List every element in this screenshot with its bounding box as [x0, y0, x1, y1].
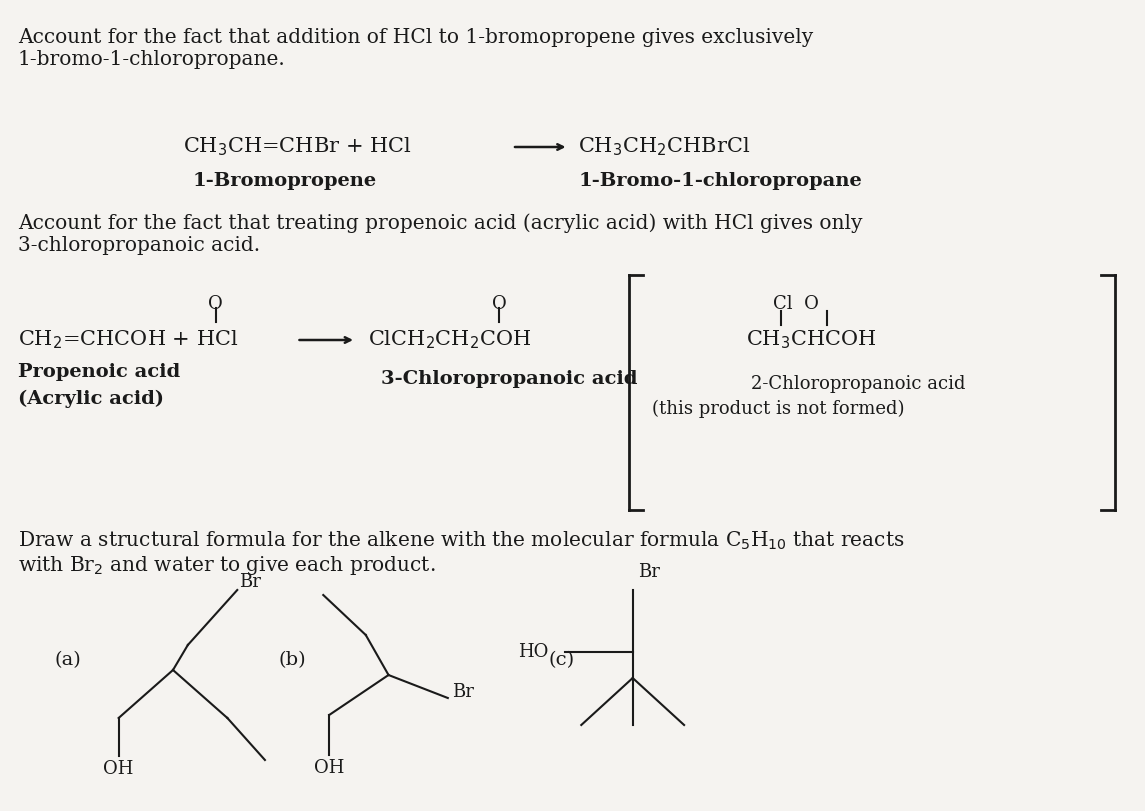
- Text: CH$_3$CH=CHBr + HCl: CH$_3$CH=CHBr + HCl: [183, 135, 411, 158]
- Text: ClCH$_2$CH$_2$COH: ClCH$_2$CH$_2$COH: [368, 328, 531, 351]
- Text: Br: Br: [638, 563, 660, 581]
- Text: (Acrylic acid): (Acrylic acid): [18, 390, 164, 408]
- Text: O: O: [492, 295, 506, 313]
- Text: CH$_3$CHCOH: CH$_3$CHCOH: [747, 328, 877, 351]
- Text: O: O: [208, 295, 223, 313]
- Text: 3-Chloropropanoic acid: 3-Chloropropanoic acid: [380, 370, 637, 388]
- Text: Account for the fact that addition of HCl to 1-bromopropene gives exclusively
1-: Account for the fact that addition of HC…: [18, 28, 813, 69]
- Text: (a): (a): [54, 651, 81, 669]
- Text: CH$_3$CH$_2$CHBrCl: CH$_3$CH$_2$CHBrCl: [578, 135, 750, 158]
- Text: Br: Br: [452, 683, 474, 701]
- Text: 1-Bromopropene: 1-Bromopropene: [192, 172, 377, 190]
- Text: 2-Chloropropanoic acid: 2-Chloropropanoic acid: [751, 375, 966, 393]
- Text: with Br$_2$ and water to give each product.: with Br$_2$ and water to give each produ…: [18, 554, 435, 577]
- Text: OH: OH: [103, 760, 134, 778]
- Text: Cl  O: Cl O: [773, 295, 819, 313]
- Text: Propenoic acid: Propenoic acid: [18, 363, 180, 381]
- Text: OH: OH: [314, 759, 345, 777]
- Text: (b): (b): [278, 651, 307, 669]
- Text: CH$_2$=CHCOH + HCl: CH$_2$=CHCOH + HCl: [18, 328, 238, 351]
- Text: 1-Bromo-1-chloropropane: 1-Bromo-1-chloropropane: [578, 172, 862, 190]
- Text: Draw a structural formula for the alkene with the molecular formula C$_5$H$_{10}: Draw a structural formula for the alkene…: [18, 530, 905, 552]
- Text: (c): (c): [548, 651, 575, 669]
- Text: Account for the fact that treating propenoic acid (acrylic acid) with HCl gives : Account for the fact that treating prope…: [18, 213, 862, 255]
- Text: Br: Br: [239, 573, 261, 591]
- Text: (this product is not formed): (this product is not formed): [653, 400, 905, 418]
- Text: HO: HO: [518, 643, 548, 661]
